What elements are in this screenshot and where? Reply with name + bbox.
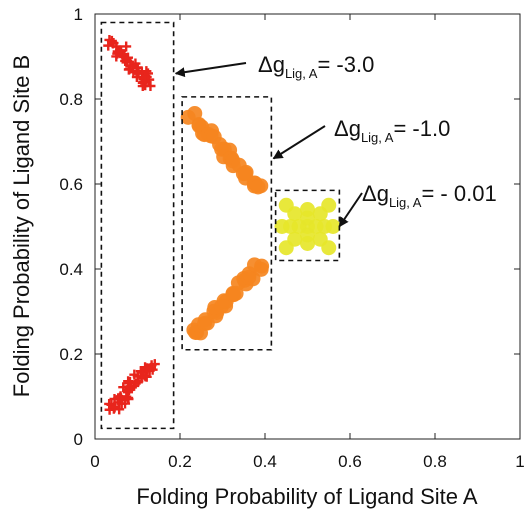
annotation-box [100,21,175,430]
data-point [121,391,132,402]
annotation-box [274,189,341,262]
annotation-arrow [338,192,363,228]
data-point [125,376,136,387]
data-point [237,165,253,181]
annotation-arrow [174,62,247,78]
data-point [274,219,290,234]
data-point [109,401,120,412]
data-point [124,64,135,75]
data-point [121,41,132,52]
data-point [145,81,156,92]
x-tick-label: 0.6 [338,452,362,471]
plot-frame [94,13,521,440]
x-tick-label: 0.2 [168,452,192,471]
data-point [278,197,294,213]
data-point [300,210,315,226]
data-point [253,261,269,277]
y-tick-label: 0.2 [59,345,83,364]
data-point [149,359,160,370]
annotation-label: ΔgLig, A= -1.0 [334,116,450,145]
x-tick-label: 0.4 [253,452,277,471]
y-tick-label: 0 [74,430,83,449]
y-tick-label: 1 [74,5,83,24]
data-point [108,38,119,49]
y-tick-label: 0.6 [59,175,83,194]
data-point [321,240,337,256]
annotation-label: ΔgLig, A= - 0.01 [362,181,497,210]
data-point [140,75,151,86]
annotation-arrow [272,125,326,160]
data-point [278,240,294,256]
data-point [116,46,127,57]
data-point [121,52,132,63]
data-point [250,179,266,195]
y-tick-label: 0.8 [59,90,83,109]
x-tick-label: 0 [90,452,99,471]
data-point [300,227,315,243]
data-point [133,67,144,78]
y-axis-title: Folding Probability of Ligand Site B [9,55,34,397]
x-axis-title: Folding Probability of Ligand Site A [136,484,478,509]
data-point [325,219,341,234]
annotation-label: ΔgLig, A= -3.0 [258,52,374,81]
x-tick-label: 1 [515,452,524,471]
data-point [140,371,151,382]
data-point [129,369,140,380]
data-point [144,363,155,374]
x-tick-label: 0.8 [423,452,447,471]
data-point [321,197,337,213]
y-tick-label: 0.4 [59,260,83,279]
